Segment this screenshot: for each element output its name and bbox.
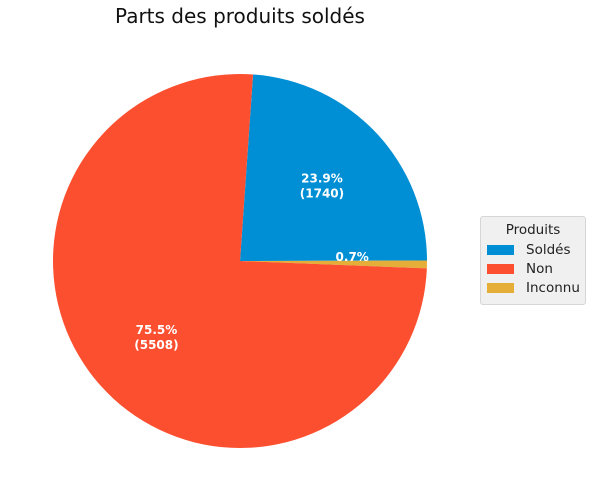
legend-label-inconnu: Inconnu xyxy=(526,279,580,296)
pie-slice-inconnu xyxy=(240,260,427,269)
legend-swatch-inconnu xyxy=(487,282,514,293)
pie-slice-non xyxy=(52,73,427,448)
slice-count-label: (1740) xyxy=(300,186,344,200)
slice-percent-label: 75.5% xyxy=(136,323,178,337)
legend-item-soldes: Soldés xyxy=(481,240,585,259)
legend-item-inconnu: Inconnu xyxy=(481,278,585,297)
slice-count-label: (5508) xyxy=(134,338,178,352)
slice-percent-label: 23.9% xyxy=(301,171,343,185)
slice-percent-label: 0.7% xyxy=(336,250,369,264)
legend-title: Produits xyxy=(505,222,561,238)
legend-label-non: Non xyxy=(526,260,553,277)
pie-slice-sold-s xyxy=(240,74,427,261)
legend-swatch-non xyxy=(487,263,514,274)
legend-swatch-soldes xyxy=(487,244,514,255)
legend-item-non: Non xyxy=(481,259,585,278)
legend: Produits Soldés Non Inconnu xyxy=(480,216,586,305)
chart-title: Parts des produits soldés xyxy=(115,4,365,28)
legend-label-soldes: Soldés xyxy=(526,241,571,258)
